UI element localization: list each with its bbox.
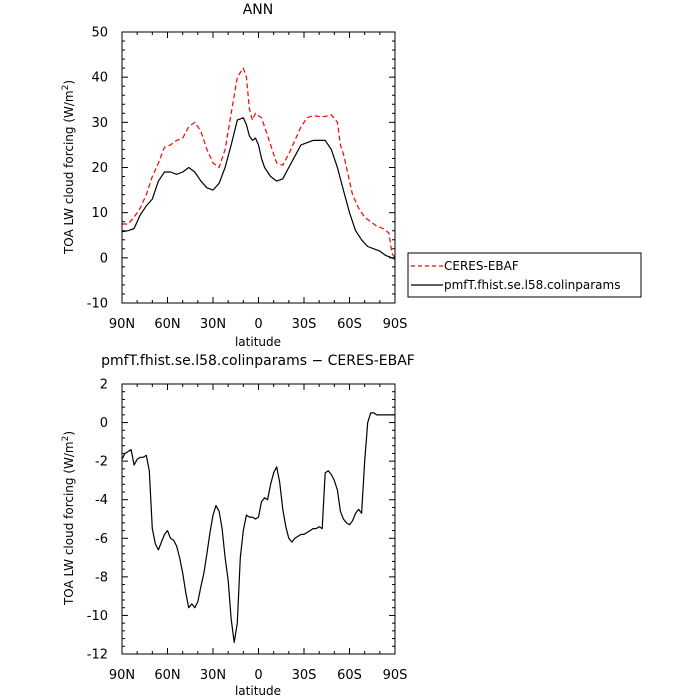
top-y-axis-label-sup: 2 (61, 85, 71, 91)
y-tick-label: 10 (91, 206, 108, 221)
top-plot-frame (121, 31, 396, 304)
top-axis-ticks: -10 0 10 20 30 40 50 90N 60N 30N 0 30S 60S 90S (87, 26, 408, 333)
y-tick-label: 0 (100, 416, 108, 431)
legend-label-ceres-ebaf: CERES-EBAF (444, 259, 519, 273)
x-tick-label: 60S (337, 668, 362, 683)
y-tick-label: -10 (87, 297, 108, 312)
bottom-chart-title: pmfT.fhist.se.l58.colinparams − CERES-EB… (101, 353, 415, 369)
legend-label-model: pmfT.fhist.se.l58.colinparams (444, 278, 620, 292)
series-line-1 (121, 117, 396, 260)
x-tick-label: 30S (292, 668, 317, 683)
y-tick-label: 40 (91, 71, 108, 86)
y-tick-label: -2 (95, 455, 108, 470)
top-x-axis-label: latitude (235, 335, 281, 349)
x-tick-label: 0 (254, 668, 262, 683)
bottom-y-axis-label-close: ) (62, 431, 76, 436)
y-tick-label: -8 (95, 570, 108, 585)
bottom-y-axis-label-sup: 2 (61, 436, 71, 442)
series-line-0 (121, 412, 395, 644)
x-tick-label: 60N (154, 317, 180, 332)
bottom-y-axis-label: TOA LW cloud forcing (W/m2) (61, 431, 76, 606)
x-tick-label: 30N (200, 668, 226, 683)
bottom-series-group (121, 412, 395, 644)
x-tick-label: 90N (109, 668, 135, 683)
top-y-axis-label: TOA LW cloud forcing (W/m2) (61, 80, 76, 255)
y-tick-label: 20 (91, 161, 108, 176)
legend-box (407, 252, 642, 298)
top-series-group (121, 67, 396, 260)
series-line-0 (122, 67, 396, 259)
x-tick-label: 60S (337, 317, 362, 332)
top-chart-title: ANN (243, 2, 274, 18)
bottom-y-axis-label-text: TOA LW cloud forcing (W/m (62, 441, 76, 606)
x-tick-label: 0 (254, 317, 262, 332)
x-tick-label: 60N (154, 668, 180, 683)
y-tick-label: 30 (91, 116, 108, 131)
y-tick-label: 0 (100, 251, 108, 266)
y-tick-label: -4 (95, 493, 108, 508)
y-tick-label: -12 (87, 648, 108, 663)
x-tick-label: 30S (292, 317, 317, 332)
bottom-x-axis-label: latitude (235, 684, 281, 698)
y-tick-label: 2 (100, 378, 108, 393)
bottom-panel: pmfT.fhist.se.l58.colinparams − CERES-EB… (61, 353, 415, 698)
bottom-plot-frame (121, 383, 396, 655)
top-y-axis-label-text: TOA LW cloud forcing (W/m (62, 90, 76, 255)
x-tick-label: 30N (200, 317, 226, 332)
y-tick-label: -10 (87, 609, 108, 624)
bottom-axis-ticks: -12 -10 -8 -6 -4 -2 0 2 90N 60N 30N 0 30S 60S 90S (87, 378, 408, 684)
x-tick-label: 90S (383, 668, 408, 683)
x-tick-label: 90S (383, 317, 408, 332)
y-tick-label: -6 (95, 532, 108, 547)
top-y-axis-label-close: ) (62, 80, 76, 85)
top-panel: ANN latitude TOA LW cloud forcing (W/m2)… (61, 2, 642, 349)
x-tick-label: 90N (109, 317, 135, 332)
legend: CERES-EBAF pmfT.fhist.se.l58.colinparams (407, 252, 642, 298)
y-tick-label: 50 (91, 26, 108, 41)
